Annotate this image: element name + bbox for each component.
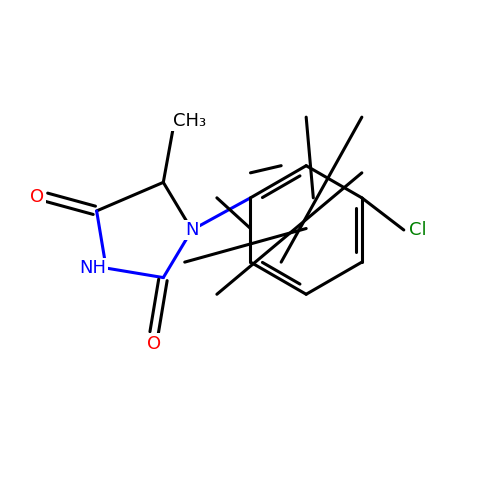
Text: Cl: Cl xyxy=(409,221,426,239)
Text: O: O xyxy=(147,335,161,353)
Text: CH₃: CH₃ xyxy=(173,112,206,130)
Text: N: N xyxy=(185,221,199,239)
Text: NH: NH xyxy=(79,259,106,277)
Text: O: O xyxy=(30,188,44,205)
